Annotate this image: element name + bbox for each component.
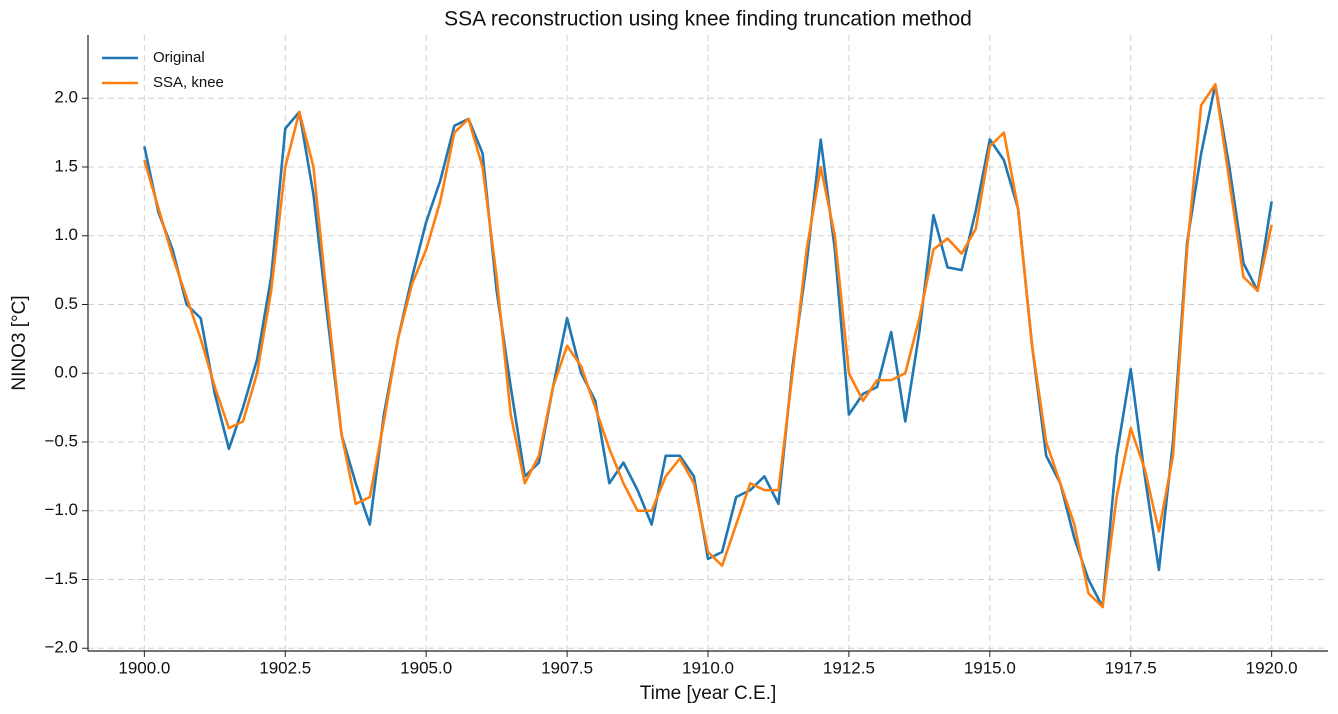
legend-label: SSA, knee — [153, 74, 224, 91]
x-axis-label: Time [year C.E.] — [640, 683, 777, 704]
y-tick-label: −0.5 — [44, 431, 78, 450]
x-tick-label: 1905.0 — [400, 658, 452, 677]
y-tick-label: 0.5 — [54, 294, 78, 313]
y-tick-label: 0.0 — [54, 363, 78, 382]
x-tick-label: 1917.5 — [1105, 658, 1157, 677]
x-tick-label: 1915.0 — [964, 658, 1016, 677]
y-tick-label: 1.5 — [54, 156, 78, 175]
y-tick-label: −2.0 — [44, 638, 78, 657]
x-tick-label: 1910.0 — [682, 658, 734, 677]
legend-label: Original — [153, 49, 205, 66]
data-line — [143, 83, 1273, 609]
x-tick-label: 1912.5 — [823, 658, 875, 677]
x-tick-label: 1920.0 — [1246, 658, 1298, 677]
x-tick-label: 1902.5 — [259, 658, 311, 677]
x-tick-label: 1900.0 — [118, 658, 170, 677]
chart-title: SSA reconstruction using knee finding tr… — [444, 8, 972, 31]
y-tick-label: −1.5 — [44, 569, 78, 588]
y-tick-label: 2.0 — [54, 88, 78, 107]
y-tick-label: −1.0 — [44, 500, 78, 519]
y-tick-label: 1.0 — [54, 225, 78, 244]
y-axis-label: NINO3 [°C] — [9, 295, 30, 390]
x-tick-label: 1907.5 — [541, 658, 593, 677]
